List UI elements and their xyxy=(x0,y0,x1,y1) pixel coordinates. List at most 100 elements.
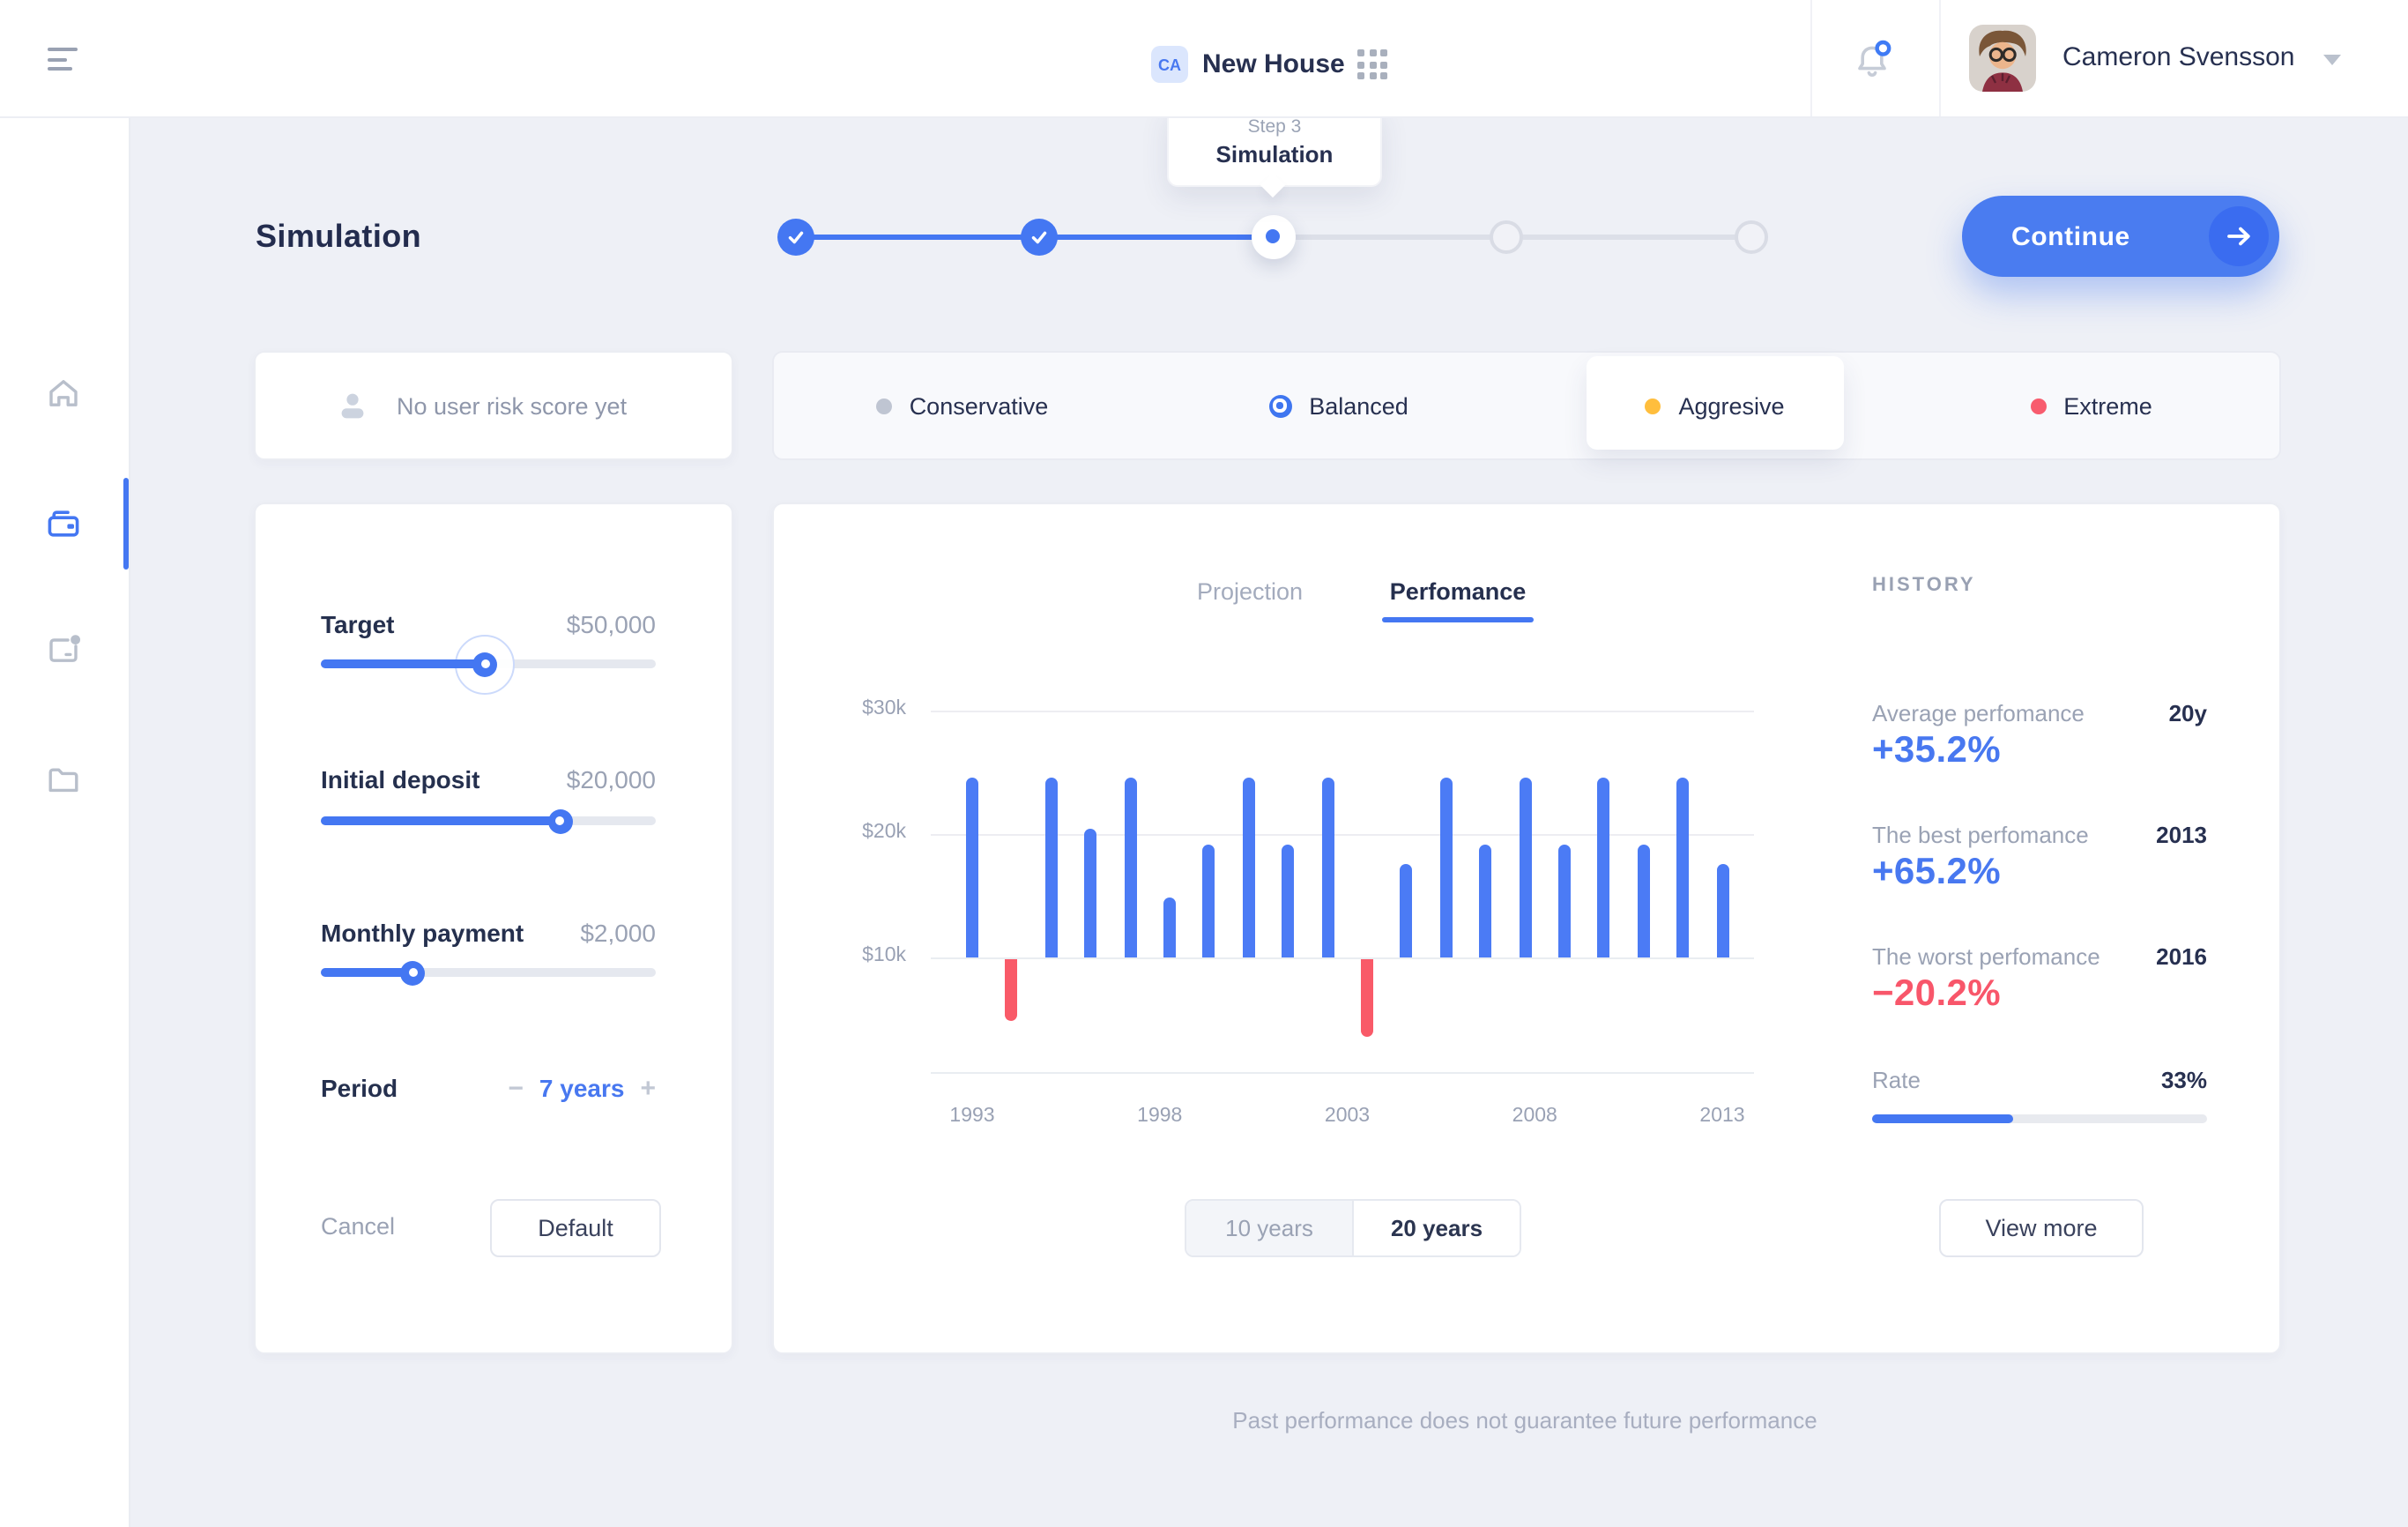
gridline-20k xyxy=(931,834,1754,836)
view-more-button[interactable]: View more xyxy=(1939,1199,2144,1257)
active-tab-underline xyxy=(1382,617,1534,622)
tab-perfomance[interactable]: Perfomance xyxy=(1389,578,1527,605)
project-notification-icon xyxy=(49,635,80,662)
chevron-down-icon[interactable] xyxy=(2323,55,2341,65)
cancel-button[interactable]: Cancel xyxy=(321,1213,396,1240)
step-5-todo[interactable] xyxy=(1734,220,1767,253)
initial-deposit-slider[interactable] xyxy=(321,808,656,833)
period-value[interactable]: 7 years xyxy=(539,1074,625,1102)
period-label: Period xyxy=(321,1074,398,1102)
header-divider-2 xyxy=(1939,0,1941,116)
notification-bell-icon[interactable] xyxy=(1847,37,1897,86)
bar-2009 xyxy=(1597,777,1610,957)
y-axis-label: $20k xyxy=(862,822,906,843)
history-best-label: The best perfomance xyxy=(1872,821,2089,847)
history-worst-tag: 2016 xyxy=(2156,942,2207,969)
sidebar-item-projects[interactable] xyxy=(44,629,83,668)
risk-profile-selector: Conservative Balanced Aggresive Extreme xyxy=(772,351,2281,460)
hamburger-menu-icon[interactable] xyxy=(48,48,79,72)
risk-option-highlight-card xyxy=(1586,356,1844,450)
monthly-payment-label: Monthly payment xyxy=(321,919,524,947)
sidebar-item-documents[interactable] xyxy=(44,760,83,799)
rate-label: Rate xyxy=(1872,1066,1921,1092)
slider-knob[interactable] xyxy=(472,652,498,676)
step-1-done[interactable] xyxy=(777,218,814,255)
risk-option-label: Balanced xyxy=(1309,392,1408,419)
monthly-payment-value: $2,000 xyxy=(580,919,656,947)
risk-dot-icon xyxy=(2030,398,2047,413)
history-average-label: Average perfomance xyxy=(1872,699,2085,726)
bar-2000 xyxy=(1242,777,1255,957)
risk-dot-icon xyxy=(1645,398,1661,413)
step-tooltip-label: Simulation xyxy=(1215,141,1334,168)
header-divider xyxy=(1810,0,1812,116)
step-2-done[interactable] xyxy=(1020,218,1057,255)
risk-score-card: No user risk score yet xyxy=(254,351,733,460)
period-increase-button[interactable]: + xyxy=(640,1073,656,1103)
rate-value: 33% xyxy=(2160,1066,2207,1092)
workspace-badge: CA xyxy=(1151,46,1188,83)
monthly-payment-slider[interactable] xyxy=(321,960,656,985)
history-best-value: +65.2% xyxy=(1872,852,2002,892)
step-4-todo[interactable] xyxy=(1489,220,1522,253)
toggle-10-years[interactable]: 10 years xyxy=(1186,1201,1354,1255)
home-icon xyxy=(49,380,78,406)
slider-fill xyxy=(321,659,486,668)
risk-option-extreme[interactable]: Extreme xyxy=(1903,353,2279,458)
target-slider[interactable] xyxy=(321,634,656,694)
sidebar-item-home[interactable] xyxy=(44,374,83,413)
x-axis-label-1993: 1993 xyxy=(949,1106,995,1127)
history-average-value: +35.2% xyxy=(1872,730,2002,771)
workspace-title: New House xyxy=(1202,49,1345,79)
slider-fill xyxy=(321,968,413,977)
bar-2007 xyxy=(1519,777,1532,957)
page-title: Simulation xyxy=(256,219,422,254)
sidebar-nav xyxy=(0,116,130,1527)
slider-knob[interactable] xyxy=(400,960,426,985)
apps-grid-icon[interactable] xyxy=(1357,49,1389,81)
tab-projection[interactable]: Projection xyxy=(1196,578,1304,605)
initial-deposit-label: Initial deposit xyxy=(321,765,480,793)
risk-option-label: Conservative xyxy=(909,392,1049,419)
sidebar-item-portfolio[interactable] xyxy=(44,504,83,543)
risk-option-balanced[interactable]: Balanced xyxy=(1150,353,1527,458)
arrow-right-icon xyxy=(2209,206,2269,266)
monthly-payment-row: Monthly payment $2,000 xyxy=(321,917,656,949)
bar-2003 xyxy=(1360,959,1373,1038)
risk-option-aggresive[interactable]: Aggresive xyxy=(1527,353,1903,458)
slider-knob[interactable] xyxy=(547,808,573,833)
top-bar: CA New House C xyxy=(0,0,2408,118)
y-axis-label: $10k xyxy=(862,945,906,966)
bar-1999 xyxy=(1202,845,1215,957)
target-label: Target xyxy=(321,610,395,638)
continue-label: Continue xyxy=(2011,221,2130,251)
disclaimer-text: Past performance does not guarantee futu… xyxy=(1232,1407,1817,1434)
history-row-best: The best perfomance 2013 xyxy=(1872,820,2207,848)
bar-2010 xyxy=(1637,845,1650,957)
risk-score-empty-label: No user risk score yet xyxy=(397,392,628,419)
history-row-rate: Rate 33% xyxy=(1872,1065,2207,1093)
user-name[interactable]: Cameron Svensson xyxy=(2062,42,2295,72)
risk-option-label: Aggresive xyxy=(1678,392,1785,419)
initial-deposit-value: $20,000 xyxy=(566,765,656,793)
sidebar-active-indicator xyxy=(123,478,129,570)
toggle-20-years[interactable]: 20 years xyxy=(1354,1201,1520,1255)
radio-selected-icon xyxy=(1268,394,1292,417)
risk-option-conservative[interactable]: Conservative xyxy=(774,353,1150,458)
continue-button[interactable]: Continue xyxy=(1962,196,2279,277)
user-avatar[interactable] xyxy=(1969,25,2036,92)
slider-fill xyxy=(321,816,561,825)
step-3-active[interactable] xyxy=(1251,214,1295,258)
bar-2008 xyxy=(1557,845,1571,957)
person-icon xyxy=(341,393,364,419)
period-decrease-button[interactable]: − xyxy=(508,1073,524,1103)
bar-2004 xyxy=(1400,863,1413,957)
default-button[interactable]: Default xyxy=(490,1199,661,1257)
history-row-average: Average perfomance 20y xyxy=(1872,698,2207,726)
folder-icon xyxy=(48,768,78,793)
bar-2001 xyxy=(1282,845,1295,957)
history-worst-label: The worst perfomance xyxy=(1872,942,2100,969)
risk-dot-icon xyxy=(875,398,892,413)
history-best-tag: 2013 xyxy=(2156,821,2207,847)
history-row-worst: The worst perfomance 2016 xyxy=(1872,942,2207,970)
